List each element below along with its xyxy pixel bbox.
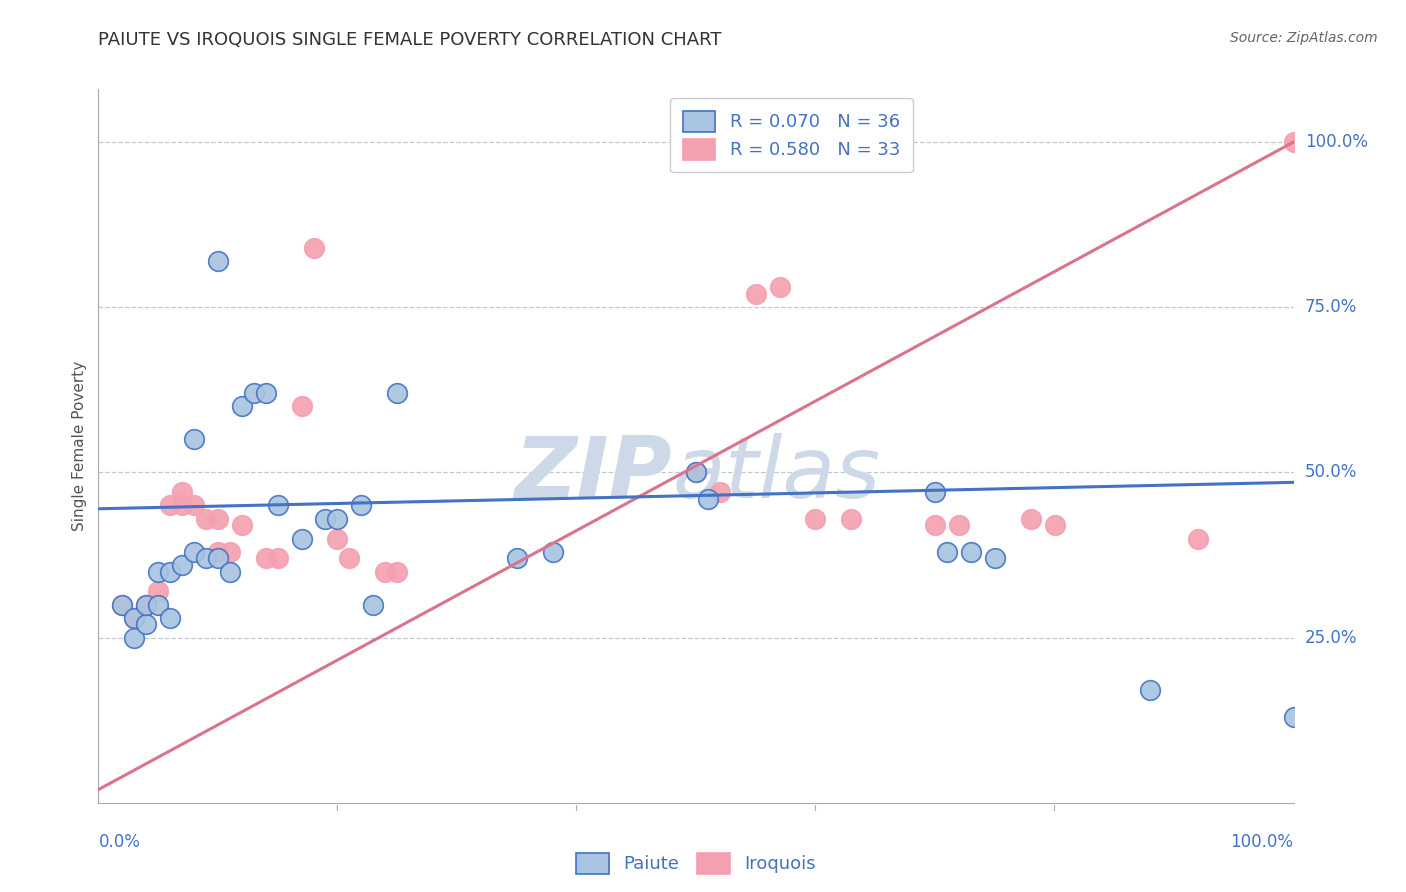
Point <box>267 499 290 513</box>
Point <box>1187 532 1209 546</box>
Point <box>983 551 1005 566</box>
Point <box>207 254 229 268</box>
Text: 75.0%: 75.0% <box>1305 298 1357 317</box>
Point <box>290 400 312 414</box>
Point <box>385 386 409 401</box>
Point <box>124 611 146 625</box>
Point <box>159 611 181 625</box>
Point <box>207 545 229 559</box>
Point <box>315 511 337 525</box>
Point <box>194 511 217 525</box>
Point <box>124 611 146 625</box>
Point <box>172 499 194 513</box>
Point <box>1139 683 1161 698</box>
Point <box>541 545 564 559</box>
Point <box>1282 710 1305 724</box>
Point <box>111 598 134 612</box>
Point <box>374 565 396 579</box>
Legend: Paiute, Iroquois: Paiute, Iroquois <box>564 840 828 887</box>
Point <box>111 598 134 612</box>
Point <box>924 518 946 533</box>
Text: 100.0%: 100.0% <box>1230 833 1294 851</box>
Point <box>506 551 529 566</box>
Point <box>1282 135 1305 149</box>
Text: 100.0%: 100.0% <box>1305 133 1368 151</box>
Point <box>745 287 768 301</box>
Point <box>948 518 970 533</box>
Text: 25.0%: 25.0% <box>1305 629 1357 647</box>
Point <box>935 545 957 559</box>
Point <box>326 511 349 525</box>
Point <box>183 499 205 513</box>
Point <box>350 499 373 513</box>
Point <box>363 598 385 612</box>
Point <box>709 485 731 500</box>
Point <box>231 400 253 414</box>
Point <box>267 551 290 566</box>
Text: 50.0%: 50.0% <box>1305 464 1357 482</box>
Point <box>148 565 170 579</box>
Point <box>326 532 349 546</box>
Point <box>194 551 217 566</box>
Point <box>768 280 790 294</box>
Point <box>839 511 862 525</box>
Point <box>148 584 170 599</box>
Y-axis label: Single Female Poverty: Single Female Poverty <box>72 361 87 531</box>
Point <box>183 545 205 559</box>
Point <box>254 551 277 566</box>
Point <box>337 551 360 566</box>
Point <box>243 386 266 401</box>
Point <box>685 466 707 480</box>
Point <box>290 532 312 546</box>
Point <box>148 598 170 612</box>
Point <box>207 551 229 566</box>
Text: PAIUTE VS IROQUOIS SINGLE FEMALE POVERTY CORRELATION CHART: PAIUTE VS IROQUOIS SINGLE FEMALE POVERTY… <box>98 31 721 49</box>
Point <box>159 499 181 513</box>
Point <box>254 386 277 401</box>
Point <box>135 617 157 632</box>
Point <box>124 631 146 645</box>
Point <box>697 491 720 506</box>
Point <box>207 511 229 525</box>
Point <box>135 598 157 612</box>
Point <box>1043 518 1066 533</box>
Point <box>135 598 157 612</box>
Text: atlas: atlas <box>672 433 880 516</box>
Point <box>924 485 946 500</box>
Point <box>959 545 981 559</box>
Point <box>385 565 409 579</box>
Text: Source: ZipAtlas.com: Source: ZipAtlas.com <box>1230 31 1378 45</box>
Point <box>172 485 194 500</box>
Point <box>172 558 194 572</box>
Point <box>804 511 827 525</box>
Text: ZIP: ZIP <box>515 433 672 516</box>
Point <box>183 433 205 447</box>
Point <box>231 518 253 533</box>
Point <box>302 241 325 255</box>
Text: 0.0%: 0.0% <box>98 833 141 851</box>
Point <box>1019 511 1042 525</box>
Point <box>219 565 242 579</box>
Point <box>685 466 707 480</box>
Point <box>159 565 181 579</box>
Point <box>219 545 242 559</box>
